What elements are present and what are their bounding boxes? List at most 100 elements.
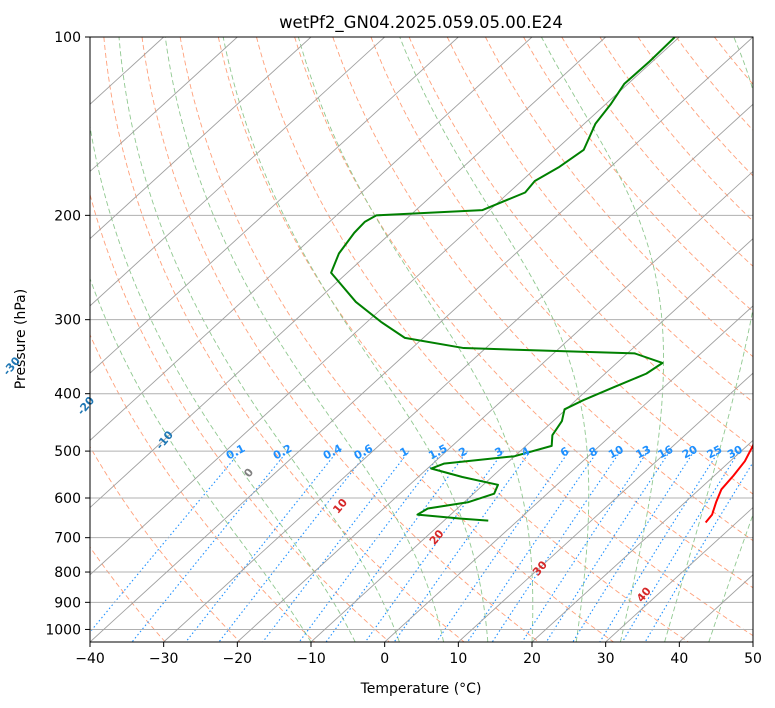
mixing-ratio-label: 1.5 [426,442,449,463]
x-tick-label: −30 [149,651,179,667]
y-tick-label: 1000 [45,622,81,638]
profile-lines [330,37,753,524]
mixing-ratio-label: 20 [680,443,700,462]
x-tick-label: −40 [75,651,105,667]
isotherm-line [90,37,753,642]
dry-adiabat-label: 40 [634,584,654,604]
dry-adiabat-line [141,37,540,642]
moist-adiabat-line [541,37,664,642]
temperature-profile-line [704,442,753,524]
mixing-ratio-line [572,450,695,642]
dry-adiabat-label: 20 [427,527,447,547]
mixing-ratio-label: 16 [656,443,676,462]
mixing-ratio-label: 0.1 [224,442,247,463]
isotherm-line [90,37,459,374]
grid-lines [90,37,753,642]
y-tick-label: 100 [54,30,81,46]
mixing-ratio-label: 6 [558,444,571,459]
mixing-ratio-line [621,450,740,642]
mixing-ratio-line [364,450,505,642]
mixing-ratio-line [599,450,720,642]
dry-adiabat-line [90,192,390,642]
x-tick-label: 10 [449,651,467,667]
isotherm-line [90,37,312,240]
moist-adiabat-line [164,37,445,642]
mixing-ratio-line [545,450,671,642]
mixing-ratio-line [131,450,289,642]
isotherm-line [237,170,753,642]
y-tick-label: 600 [54,491,81,507]
mixing-ratio-line [90,450,242,633]
isotherm-line [90,37,533,441]
y-tick-label: 300 [54,313,81,329]
y-tick-label: 500 [54,444,81,460]
dry-adiabat-line [637,37,753,177]
y-tick-label: 700 [54,531,81,547]
mixing-ratio-line [185,450,338,642]
dry-adiabat-line [217,37,689,642]
y-tick-label: 900 [54,595,81,611]
moist-adiabat-line [708,513,753,642]
moist-adiabat-line [90,124,356,642]
mixing-ratio-line [435,450,570,642]
x-tick-label: −20 [223,651,253,667]
isotherm-line [605,506,753,642]
isotherm-line [752,641,753,642]
dry-adiabat-line [179,37,614,642]
y-tick-label: 800 [54,565,81,581]
dry-adiabat-line [599,37,753,222]
dry-adiabat-line [675,37,753,131]
isotherm-line [310,238,753,642]
moist-adiabat-line [222,37,489,642]
y-tick-label: 200 [54,208,81,224]
dry-adiabat-label: 10 [330,496,350,516]
isotherm-line [90,37,238,173]
dry-adiabat-line [523,37,753,313]
x-tick-label: −10 [296,651,326,667]
mixing-ratio-line [325,450,468,642]
mixing-ratio-label: 25 [705,443,725,462]
moist-adiabat-line [118,37,400,642]
moist-adiabat-line [297,37,534,642]
x-tick-label: 0 [380,651,389,667]
y-tick-label: 400 [54,387,81,403]
x-axis-label: Temperature (°C) [360,681,482,697]
mixing-ratio-label: 0.6 [352,442,376,463]
y-axis-label: Pressure (hPa) [13,289,29,389]
mixing-ratio-label: 13 [634,443,654,462]
dry-adiabat-line [294,37,753,589]
axis-ticks: −40 −30 −20 −10 0 10 20 30 40 5010020030040050060… [45,30,762,667]
dry-adiabat-line [561,37,753,267]
isotherm-line [458,372,753,642]
mixing-ratio-line [467,450,599,642]
mixing-ratio-line [521,450,649,642]
x-tick-label: 50 [744,651,762,667]
plot-frame [89,36,754,643]
isotherm-line [163,103,753,642]
mixing-ratio-label: 10 [606,443,626,462]
isotherm-line [90,37,606,509]
dewpoint-profile-line [330,37,676,522]
dry-adiabat-line [370,37,753,495]
dry-adiabat-line [714,37,753,85]
dry-adiabat-line [446,37,753,403]
mixing-ratio-line [298,450,444,642]
dry-adiabat-line [752,37,753,39]
mixing-ratio-line [491,450,621,642]
dry-adiabat-line [485,37,753,358]
mixing-ratio-label: 8 [587,445,600,460]
dry-adiabat-line [256,37,753,637]
dry-adiabat-line [90,445,241,642]
dry-adiabat-label: 0 [241,466,256,480]
moist-adiabat-line [90,277,312,642]
moist-adiabat-line [664,37,753,642]
dry-adiabat-line [90,333,315,642]
dry-adiabat-line [408,37,753,449]
moist-adiabat-line [399,37,590,642]
mixing-ratio-label: 30 [725,443,745,462]
isotherm-line [90,37,680,576]
x-tick-label: 30 [597,651,615,667]
x-tick-label: 40 [670,651,688,667]
isotherm-line [531,439,753,642]
